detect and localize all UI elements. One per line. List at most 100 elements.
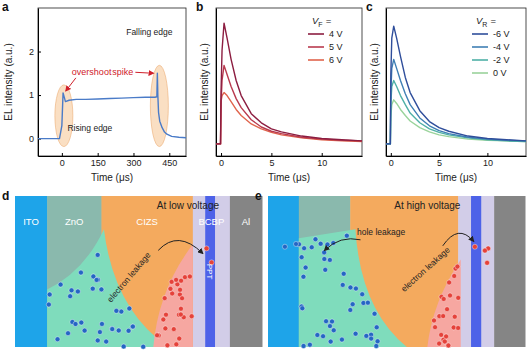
carrier-dot: [174, 342, 179, 347]
carrier-dot: [324, 319, 329, 324]
carrier-dot: [73, 321, 78, 326]
leakage-arrow: [325, 239, 361, 251]
carrier-dot: [174, 277, 179, 282]
x-tick-mark: [391, 153, 392, 156]
carrier-dot: [127, 306, 132, 311]
carrier-dot: [372, 311, 377, 316]
chart-panel: 0510Time (μs)EL intensity (a.u.)bVF=4 V5…: [196, 0, 363, 183]
y-axis-title: EL intensity (a.u.): [3, 43, 14, 120]
x-tick-mark: [62, 153, 63, 156]
leakage-arrow: [443, 233, 474, 246]
carrier-dot: [307, 342, 312, 347]
carrier-dot: [448, 293, 453, 298]
x-tick: 10: [317, 153, 327, 168]
carrier-dot: [180, 296, 185, 301]
carrier-dot: [303, 265, 308, 270]
device-layer: [15, 196, 48, 347]
carrier-dot: [447, 280, 452, 285]
carrier-dot: [75, 289, 80, 294]
plot-data: [216, 23, 362, 144]
x-tick: 5: [269, 153, 274, 168]
data-line: [38, 73, 186, 138]
carrier-dot: [331, 328, 336, 333]
x-tick-mark: [221, 153, 222, 156]
carrier-dot: [455, 264, 460, 269]
x-tick-label: 5: [437, 158, 442, 168]
carrier-dot: [456, 325, 461, 330]
y-tick: 2: [29, 47, 41, 57]
layer-label: ITO: [23, 216, 39, 227]
carrier-dot: [350, 302, 355, 307]
diagram-title: At high voltage: [394, 200, 461, 211]
carrier-dot: [353, 286, 358, 291]
x-tick-mark: [133, 153, 134, 156]
carrier-dot: [369, 336, 374, 341]
plot-data: [38, 73, 186, 138]
carrier-dot: [162, 296, 167, 301]
carrier-dot: [155, 333, 160, 338]
carrier-dot: [69, 288, 74, 293]
annotations: overshootspikeRising edgeFalling edge: [66, 27, 173, 132]
device-diagram: At high voltageehole leakageelectron lea…: [255, 189, 526, 348]
carrier-dot: [204, 246, 209, 251]
carrier-dot: [360, 292, 365, 297]
carrier-dot: [300, 306, 305, 311]
carrier-dot: [130, 324, 135, 329]
carrier-dot: [441, 296, 446, 301]
carrier-dot: [55, 337, 60, 342]
y-tick: 1: [29, 90, 41, 100]
legend-label: -4 V: [493, 42, 510, 52]
carrier-dot: [328, 339, 333, 344]
carrier-dot: [327, 324, 332, 329]
device-layer: [471, 196, 482, 347]
annotation: Rising edge: [67, 123, 112, 133]
y-axis-line: [386, 9, 387, 157]
y-axis-title: EL intensity (a.u.): [199, 43, 210, 120]
x-tick-mark: [439, 153, 440, 156]
carrier-dot: [341, 271, 346, 276]
figure: 0150300450012Time (μs)EL intensity (a.u.…: [0, 0, 530, 352]
x-tick: 150: [91, 153, 106, 168]
carrier-dot: [168, 286, 173, 291]
carrier-dot: [178, 287, 183, 292]
carrier-dot: [121, 344, 126, 349]
diagram-title: At low voltage: [157, 200, 220, 211]
legend-title: VR=: [476, 15, 496, 28]
annotation: spike: [112, 67, 133, 77]
carrier-dot: [141, 344, 146, 349]
carrier-dot: [130, 324, 135, 329]
plot-frame: [386, 8, 526, 156]
annotation: Falling edge: [126, 27, 173, 37]
legend-title: VF=: [312, 15, 332, 28]
data-line: [386, 59, 526, 144]
x-tick-mark: [98, 153, 99, 156]
carrier-dot: [171, 327, 176, 332]
carrier-dot: [323, 267, 328, 272]
carrier-dot: [46, 302, 51, 307]
carrier-dot: [114, 308, 119, 313]
carrier-dot: [315, 332, 320, 337]
x-tick: 300: [126, 153, 141, 168]
device-diagram: ITOZnOCIZSBCBPAlPPTAt low voltagedelectr…: [2, 189, 263, 349]
carrier-dot: [301, 343, 306, 348]
panel-label: c: [366, 0, 373, 14]
arrow-label: electron leakage: [105, 250, 153, 304]
legend-title-suffix: =: [490, 15, 496, 26]
carrier-dot: [365, 300, 370, 305]
carrier-dot: [442, 339, 447, 344]
x-axis: 0510: [217, 153, 363, 168]
legend-label: 6 V: [329, 55, 343, 65]
carrier-dot: [282, 244, 287, 249]
layer-label: BCBP: [198, 216, 224, 227]
carrier-dot: [340, 282, 345, 287]
x-axis-title: Time (μs): [435, 172, 477, 183]
leakage-arrow: [158, 240, 202, 253]
carrier-dot: [79, 320, 84, 325]
carrier-dot: [110, 327, 115, 332]
carrier-dot: [322, 257, 327, 262]
carrier-dot: [439, 332, 444, 337]
carrier-dot: [452, 273, 457, 278]
x-tick: 0: [60, 153, 65, 168]
carrier-dot: [482, 248, 487, 253]
device-layer: [230, 196, 263, 347]
